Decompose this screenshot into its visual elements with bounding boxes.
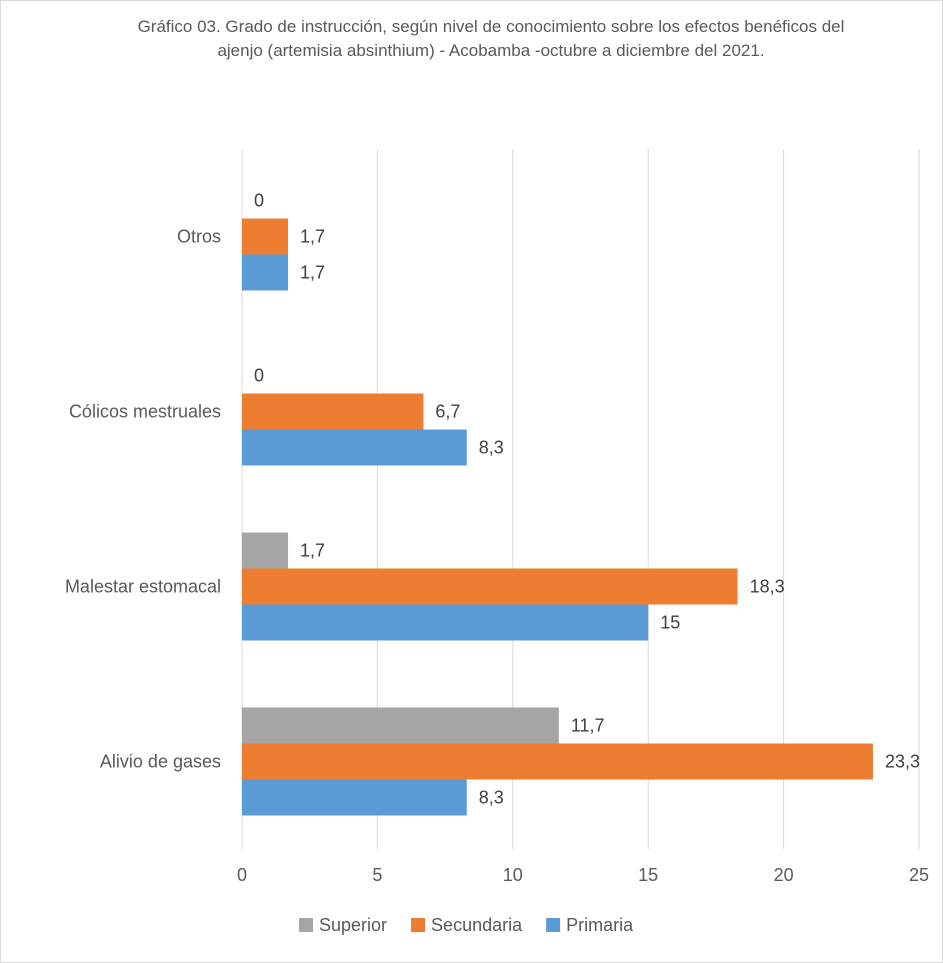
x-tick-label: 5	[372, 865, 382, 885]
bar-secundaria	[242, 568, 738, 605]
data-label: 1,7	[300, 541, 325, 561]
data-label: 8,3	[479, 788, 504, 808]
category-label: Otros	[177, 227, 221, 247]
legend-swatch	[299, 918, 313, 932]
data-label: 0	[254, 191, 264, 211]
category-label: Malestar estomacal	[65, 577, 221, 597]
bar-superior	[242, 532, 289, 569]
bar-secundaria	[242, 743, 873, 780]
data-label: 1,7	[300, 227, 325, 247]
category-label: Alivio de gases	[100, 752, 221, 772]
data-label: 8,3	[479, 438, 504, 458]
legend-swatch	[411, 918, 426, 932]
chart-title: Gráfico 03. Grado de instrucción, según …	[137, 17, 845, 60]
x-tick-label: 10	[503, 865, 523, 885]
bar-primaria	[242, 429, 467, 466]
data-label: 1,7	[300, 263, 325, 283]
data-label: 23,3	[885, 752, 920, 772]
legend-label: Superior	[319, 915, 387, 935]
category-label: Cólicos mestruales	[69, 402, 221, 422]
x-tick-label: 25	[909, 865, 929, 885]
x-tick-label: 0	[237, 865, 247, 885]
legend-label: Secundaria	[431, 915, 523, 935]
data-label: 6,7	[435, 402, 460, 422]
bar-secundaria	[242, 218, 289, 255]
legend-label: Primaria	[566, 915, 634, 935]
data-label: 18,3	[750, 577, 785, 597]
legend-swatch	[546, 918, 561, 932]
x-tick-label: 20	[774, 865, 794, 885]
bar-primaria	[242, 254, 289, 291]
data-label: 15	[660, 613, 680, 633]
data-label: 0	[254, 366, 264, 386]
bar-primaria	[242, 604, 649, 641]
bar-secundaria	[242, 393, 424, 430]
bar-superior	[242, 707, 559, 744]
x-tick-label: 15	[638, 865, 658, 885]
data-label: 11,7	[571, 716, 605, 736]
bar-primaria	[242, 779, 467, 816]
